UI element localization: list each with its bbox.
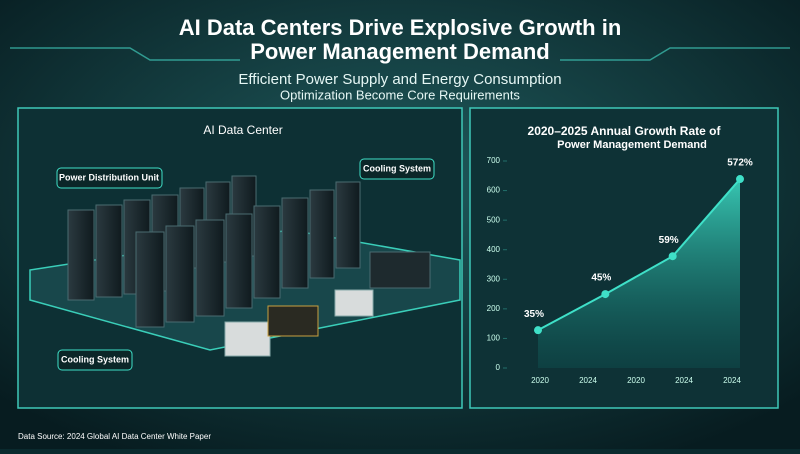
title: AI Data Centers Drive Explosive Growth i… — [179, 15, 622, 40]
data-point — [736, 175, 744, 184]
decor-line — [10, 47, 790, 61]
chart-title: Power Management Demand — [557, 139, 707, 151]
label-box — [359, 158, 435, 180]
x-tick-label: 2020 — [627, 376, 645, 385]
data-label: 35% — [524, 309, 544, 320]
line — [537, 178, 741, 332]
chart-title: 2020–2025 Annual Growth Rate of — [528, 124, 722, 138]
data-point — [601, 290, 610, 299]
footer-source: Data Source: 2024 Global AI Data Center … — [18, 432, 211, 441]
x-tick-label: 2024 — [675, 376, 693, 385]
illustration-title: AI Data Center — [203, 123, 282, 137]
x-tick-label: 2024 — [723, 376, 741, 385]
y-tick-label: 100 — [487, 334, 501, 343]
data-label: 45% — [591, 273, 611, 284]
x-tick-label: 2020 — [531, 376, 549, 385]
subtitle: Optimization Become Core Requirements — [280, 87, 520, 102]
header: AI Data Centers Drive Explosive Growth i… — [179, 15, 622, 103]
x-tick-label: 2024 — [579, 376, 597, 385]
callout-label: Power Distribution Unit — [59, 172, 159, 182]
title: Power Management Demand — [250, 39, 550, 64]
subtitle: Efficient Power Supply and Energy Consum… — [238, 71, 561, 88]
illustration-panel: AI Data Center Power Distribution Unit C… — [17, 107, 463, 409]
label-box — [57, 349, 133, 371]
data-label: 572% — [727, 158, 753, 169]
callout-label: Cooling System — [363, 163, 431, 173]
y-tick-label: 300 — [487, 274, 501, 283]
plot: 0 100 200 300 400 500 600 700 2020 2024 2020 2024 20… — [487, 156, 753, 385]
server-racks — [67, 175, 431, 357]
y-tick-label: 700 — [487, 156, 501, 165]
data-point — [534, 326, 542, 335]
y-tick-label: 0 — [496, 363, 501, 372]
y-tick-label: 200 — [487, 304, 501, 313]
y-tick-label: 500 — [487, 215, 501, 224]
area — [538, 179, 740, 368]
callout-label: Cooling System — [61, 354, 129, 364]
y-tick-label: 400 — [487, 245, 501, 254]
data-label: 59% — [659, 235, 679, 246]
label-box — [56, 167, 163, 189]
data-point — [668, 252, 677, 261]
y-tick-label: 600 — [487, 186, 501, 195]
